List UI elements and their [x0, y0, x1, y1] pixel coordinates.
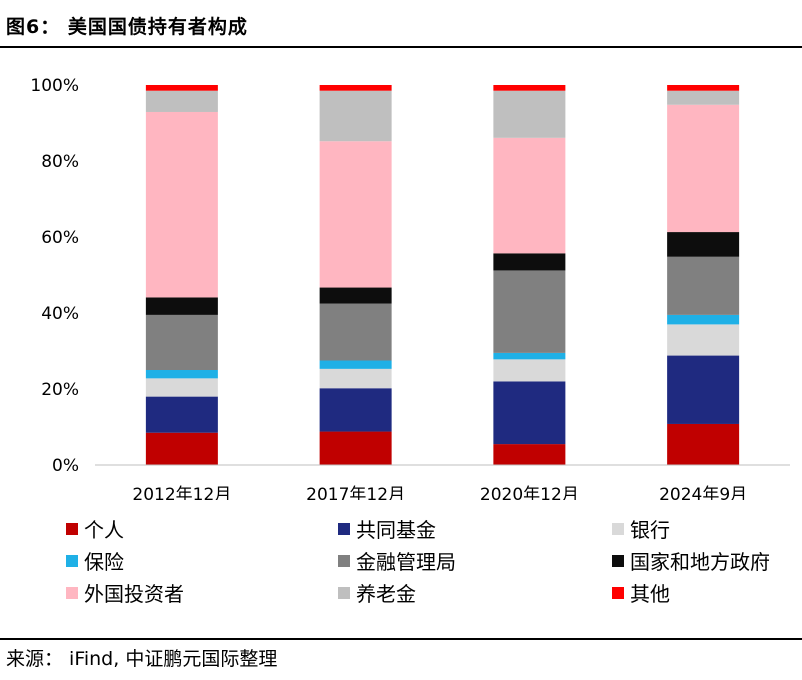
- legend-swatch: [612, 522, 624, 535]
- bar-segment: [493, 359, 566, 382]
- legend-label: 其他: [630, 582, 670, 606]
- source-divider: [0, 638, 802, 640]
- legend-label: 外国投资者: [84, 582, 184, 606]
- y-tick-label: 20%: [41, 380, 79, 400]
- bar-segment: [319, 360, 392, 369]
- bar-segment: [319, 90, 392, 142]
- legend-swatch: [66, 586, 78, 599]
- legend-label: 共同基金: [356, 518, 436, 542]
- bar-segment: [493, 253, 566, 271]
- bar-segment: [145, 85, 218, 91]
- bar-segment: [667, 324, 740, 356]
- x-tick-label: 2020年12月: [480, 485, 579, 500]
- bar-segment: [667, 90, 740, 105]
- legend-item: 共同基金: [338, 514, 436, 543]
- legend-label: 养老金: [356, 582, 416, 606]
- x-tick-label: 2012年12月: [132, 485, 231, 500]
- bar-segment: [319, 431, 392, 465]
- bar-segment: [319, 388, 392, 432]
- y-tick-label: 40%: [41, 304, 79, 324]
- source-note: 来源： iFind, 中证鹏元国际整理: [6, 648, 278, 670]
- bar-segment: [319, 287, 392, 304]
- bars-group: [145, 85, 740, 465]
- bar-segment: [493, 270, 566, 353]
- bar-segment: [667, 256, 740, 315]
- legend-item: 金融管理局: [338, 546, 456, 575]
- bar-segment: [145, 111, 218, 298]
- legend-swatch: [66, 554, 78, 567]
- bar-segment: [493, 381, 566, 445]
- x-axis: 2012年12月 2017年12月 2020年12月 2024年9月: [132, 485, 747, 500]
- bar-segment: [145, 432, 218, 465]
- bar-segment: [145, 314, 218, 370]
- legend-label: 国家和地方政府: [630, 550, 770, 574]
- bar-segment: [319, 141, 392, 288]
- bar-segment: [145, 90, 218, 112]
- bar-segment: [493, 137, 566, 254]
- bar-segment: [493, 90, 566, 138]
- y-tick-label: 0%: [52, 456, 79, 476]
- legend-item: 养老金: [338, 578, 416, 607]
- bar-segment: [667, 423, 740, 465]
- legend-label: 金融管理局: [356, 550, 456, 574]
- bar-segment: [319, 85, 392, 91]
- legend-swatch: [338, 586, 350, 599]
- y-tick-label: 100%: [30, 76, 79, 96]
- y-axis: 0% 20% 40% 60% 80% 100%: [30, 76, 79, 476]
- bar-segment: [667, 314, 740, 325]
- bar-segment: [145, 297, 218, 315]
- bar-segment: [667, 355, 740, 424]
- bar-segment: [667, 104, 740, 233]
- legend-swatch: [338, 554, 350, 567]
- legend-item: 其他: [612, 578, 670, 607]
- bar-segment: [145, 370, 218, 379]
- bar-segment: [667, 85, 740, 91]
- figure-title: 图6： 美国国债持有者构成: [6, 16, 248, 38]
- legend-label: 个人: [84, 518, 124, 542]
- y-tick-label: 80%: [41, 152, 79, 172]
- y-tick-label: 60%: [41, 228, 79, 248]
- legend-swatch: [612, 586, 624, 599]
- legend-swatch: [338, 522, 350, 535]
- bar-segment: [667, 232, 740, 257]
- legend-item: 个人: [66, 514, 124, 543]
- stacked-bar-chart: 0% 20% 40% 60% 80% 100% 2012年12月 2017年12月 2020年…: [30, 76, 790, 500]
- x-tick-label: 2024年9月: [659, 485, 747, 500]
- bar-segment: [145, 378, 218, 397]
- bar-segment: [493, 444, 566, 465]
- legend-item: 国家和地方政府: [612, 546, 770, 575]
- bar-segment: [145, 396, 218, 433]
- legend-item: 外国投资者: [66, 578, 184, 607]
- legend-label: 保险: [84, 550, 124, 574]
- legend-swatch: [612, 554, 624, 567]
- bar-segment: [493, 352, 566, 360]
- bar-segment: [319, 303, 392, 361]
- x-tick-label: 2017年12月: [306, 485, 405, 500]
- bar-segment: [493, 85, 566, 91]
- legend-swatch: [66, 522, 78, 535]
- legend-label: 银行: [630, 518, 670, 542]
- legend-item: 保险: [66, 546, 124, 575]
- title-divider: [0, 46, 802, 48]
- legend-item: 银行: [612, 514, 670, 543]
- bar-segment: [319, 368, 392, 389]
